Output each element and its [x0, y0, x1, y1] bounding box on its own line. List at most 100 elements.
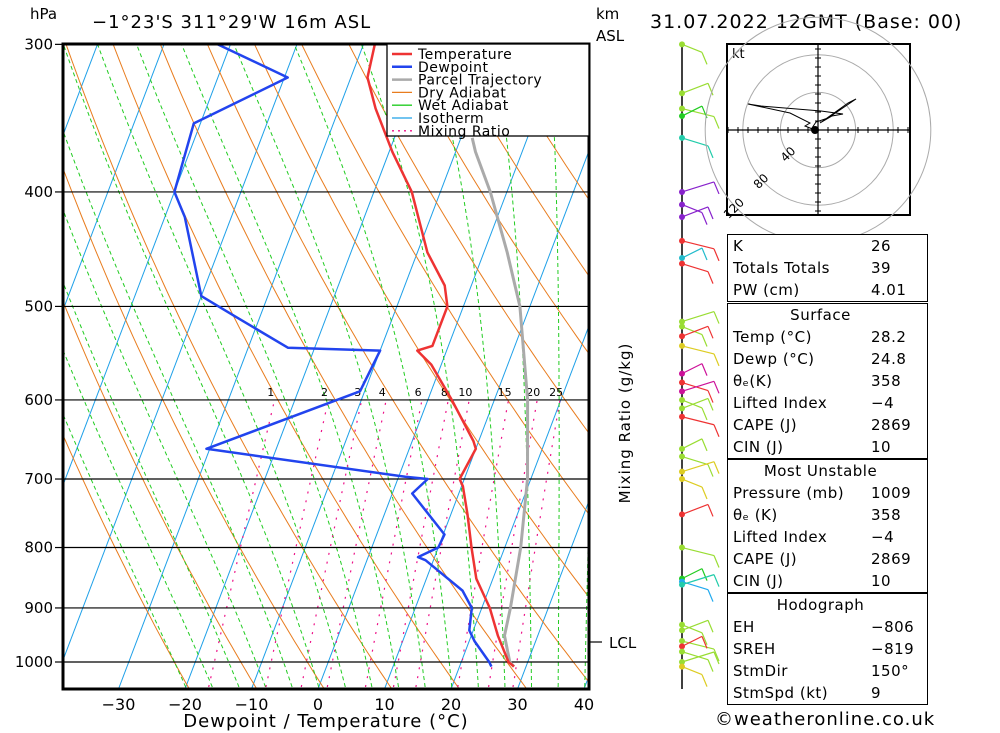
hodograph-unit-label: kt: [732, 47, 745, 62]
wet-adiabat-line: [63, 44, 320, 688]
wind-level-dot: [679, 648, 685, 655]
wind-barb-shaft: [681, 619, 709, 631]
wind-barb-flag: [701, 674, 708, 687]
surface-row: Dewp (°C) 24.8: [728, 348, 927, 370]
wind-barb-flag: [707, 206, 714, 220]
wind-level-dot: [679, 318, 685, 325]
stat-value: −806: [871, 618, 915, 636]
wind-barb-flag: [707, 504, 714, 517]
temperature-line: [366, 44, 515, 668]
wind-barb-shaft: [681, 461, 715, 473]
wind-barb-shaft: [681, 380, 715, 392]
legend-label: Isotherm: [418, 111, 484, 127]
dry-adiabat-line: [63, 167, 325, 689]
dry-adiabat-line: [395, 44, 589, 355]
datetime-label: 31.07.2022 12GMT (Base: 00): [650, 11, 962, 33]
dry-adiabat-line: [442, 44, 589, 277]
temperature-axis: −30 −20 −10 0 10 20 30 40: [102, 695, 595, 714]
stat-label: CIN (J): [733, 572, 784, 590]
wind-barb-flag: [701, 212, 708, 225]
isobar-lines: [63, 191, 589, 663]
stat-value: 2869: [871, 416, 912, 434]
wind-barb-flag: [701, 247, 708, 261]
wind-barb-shaft: [681, 438, 703, 450]
y-tick-label: 800: [24, 539, 53, 557]
wind-barb-shaft: [681, 240, 715, 250]
wind-barb-shaft: [681, 43, 703, 53]
isotherm-line: [63, 44, 165, 312]
stat-value: −4: [871, 528, 895, 546]
wet-adiabat-line: [180, 44, 399, 688]
y-tick-label: 500: [24, 297, 53, 315]
wind-barb-shaft: [681, 206, 709, 218]
wind-barb-shaft: [681, 640, 715, 650]
y-tick-label: 900: [24, 599, 53, 617]
x-tick-label: −20: [168, 695, 202, 714]
wind-barb-shaft: [681, 204, 703, 214]
wet-adiabat-line: [63, 208, 266, 688]
wind-barb-shaft: [681, 397, 709, 409]
wind-barb-flag: [701, 486, 708, 500]
wind-level-dot: [679, 105, 685, 112]
wind-level-dot: [679, 134, 685, 141]
wind-barb-flag: [713, 648, 720, 662]
wind-barb-shaft: [681, 263, 709, 273]
copyright-link[interactable]: ©weatheronline.co.uk: [715, 709, 936, 730]
x-tick-label: −10: [235, 695, 269, 714]
hodograph-row: EH −806: [728, 616, 927, 638]
wind-barb-shaft: [681, 181, 715, 193]
wind-level-dot: [679, 388, 685, 395]
stat-label: CIN (J): [733, 438, 784, 456]
mixing-ratio-label: 15: [498, 386, 512, 399]
wind-barb-flag: [701, 363, 708, 376]
mixing-ratio-line: [364, 399, 423, 688]
wind-barb-flag: [701, 568, 708, 581]
stat-label: EH: [733, 618, 755, 636]
stat-value: −819: [871, 640, 915, 658]
legend-label: Dewpoint: [418, 60, 489, 76]
x-tick-label: 40: [574, 695, 594, 714]
index-value: 26: [871, 237, 892, 255]
location-title: −1°23'S 311°29'W 16m ASL: [92, 12, 371, 33]
wind-level-dot: [679, 405, 685, 412]
stat-value: 10: [871, 438, 892, 456]
stat-label: Lifted Index: [733, 394, 828, 412]
stat-value: 9: [871, 684, 882, 702]
wind-barb-flag: [713, 248, 720, 262]
legend-label: Temperature: [417, 47, 512, 63]
mixing-ratio-label: 10: [458, 386, 472, 399]
hodograph-storm-marker: [811, 126, 819, 134]
wind-barb-flag: [713, 181, 720, 195]
wind-level-dot: [679, 237, 685, 244]
wind-barb-flag: [713, 651, 720, 665]
surface-panel: Surface Temp (°C) 28.2 Dewp (°C) 24.8 θₑ(K…: [727, 303, 928, 459]
wind-barb-flag: [713, 424, 720, 437]
legend-label: Mixing Ratio: [418, 124, 510, 140]
wind-barb-flag: [713, 311, 720, 324]
dry-adiabat-line: [65, 44, 393, 689]
wind-level-dot: [679, 255, 685, 262]
indices-panel: K 26 Totals Totals 39 PW (cm) 4.01: [727, 234, 928, 302]
isotherm-line: [450, 324, 589, 689]
wind-level-dot: [679, 201, 685, 208]
wind-barb-flag: [701, 438, 708, 452]
wind-level-dot: [679, 396, 685, 403]
mixing-ratio-line: [300, 399, 363, 688]
wind-barb-shaft: [681, 635, 703, 647]
most-unstable-row: Pressure (mb) 1009: [728, 482, 927, 504]
mixing-ratio-label: 25: [549, 386, 563, 399]
dry-adiabat-line: [253, 44, 589, 599]
wind-barb-flag: [707, 390, 714, 403]
wet-adiabat-line: [429, 44, 506, 687]
y-tick-label: 1000: [15, 653, 53, 671]
stat-value: 28.2: [871, 328, 907, 346]
stat-label: Pressure (mb): [733, 484, 845, 502]
plot-frame: [61, 42, 591, 691]
wind-barb-flag: [701, 636, 708, 649]
y-tick-label: 600: [24, 391, 53, 409]
wind-level-dot: [679, 445, 685, 452]
y-tick-label: 400: [24, 183, 53, 201]
index-label: Totals Totals: [733, 259, 830, 277]
